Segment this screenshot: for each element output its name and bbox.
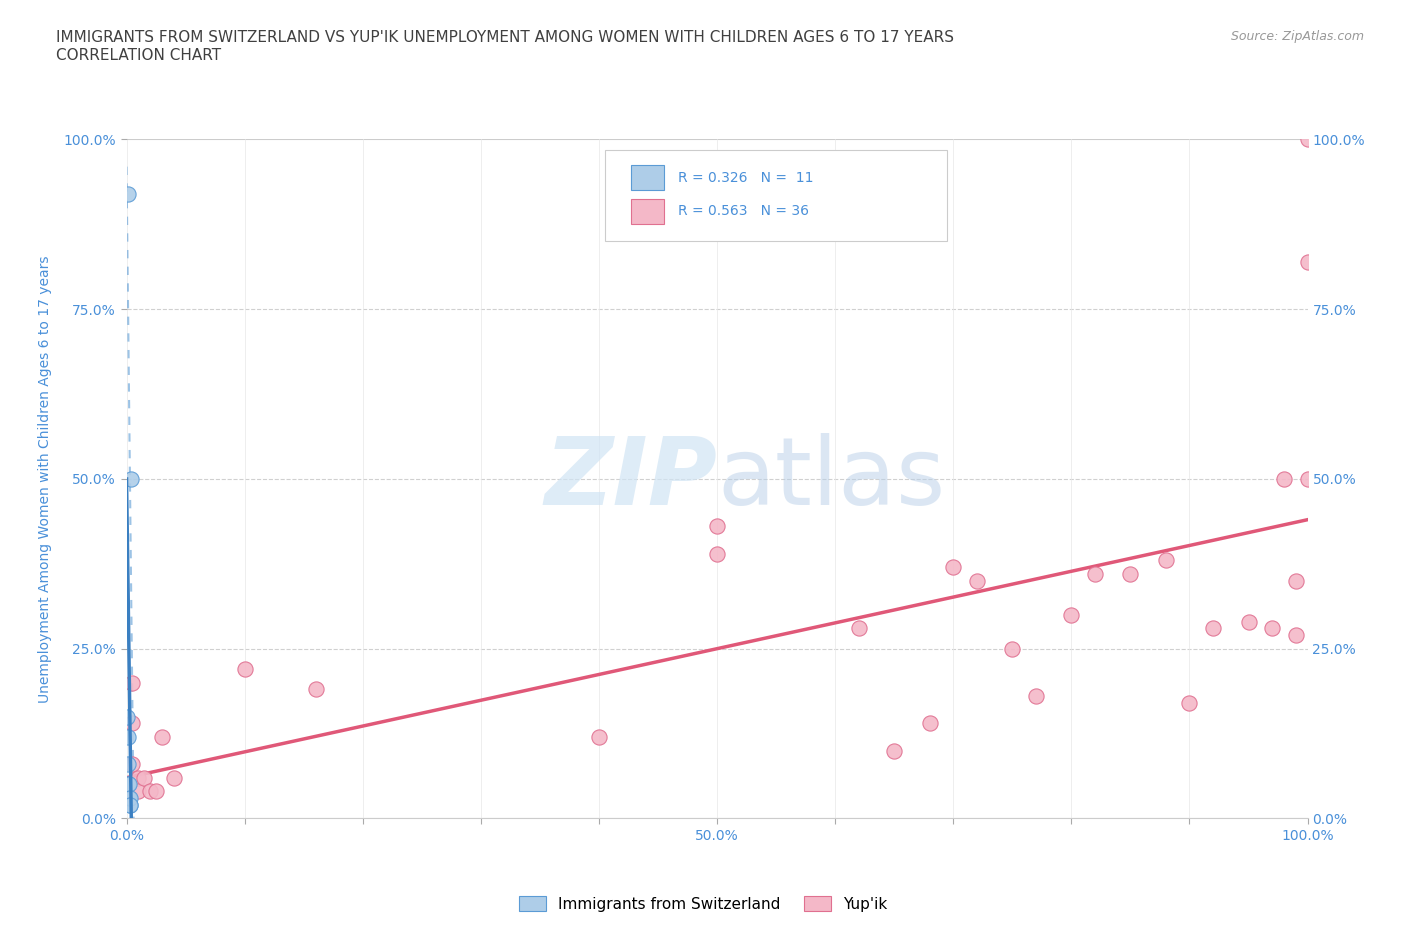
Point xyxy=(115,710,138,724)
Point xyxy=(304,682,326,697)
Point xyxy=(145,784,167,799)
Point xyxy=(588,729,610,744)
Point xyxy=(918,716,941,731)
Point xyxy=(1285,628,1308,643)
Text: atlas: atlas xyxy=(717,433,945,525)
Point xyxy=(118,790,141,805)
Point xyxy=(1285,573,1308,589)
Legend: Immigrants from Switzerland, Yup'ik: Immigrants from Switzerland, Yup'ik xyxy=(512,889,894,918)
Point xyxy=(1060,607,1083,622)
Point xyxy=(1296,254,1319,269)
Point xyxy=(1178,696,1201,711)
Point xyxy=(706,546,728,561)
Point xyxy=(233,661,256,676)
Point xyxy=(121,716,143,731)
Point xyxy=(706,519,728,534)
Point xyxy=(1202,621,1225,636)
Point xyxy=(120,797,142,812)
Point xyxy=(1237,614,1260,629)
Point xyxy=(150,729,173,744)
Y-axis label: Unemployment Among Women with Children Ages 6 to 17 years: Unemployment Among Women with Children A… xyxy=(38,255,52,703)
Point xyxy=(117,729,139,744)
Point xyxy=(127,784,149,799)
Point xyxy=(1025,689,1047,704)
Point xyxy=(121,675,143,690)
Point xyxy=(1296,472,1319,486)
Point xyxy=(120,472,142,486)
Text: ZIP: ZIP xyxy=(544,433,717,525)
Point xyxy=(1154,553,1177,568)
Text: R = 0.563   N = 36: R = 0.563 N = 36 xyxy=(678,205,808,219)
Point xyxy=(848,621,870,636)
Point xyxy=(966,573,988,589)
Point xyxy=(117,757,139,772)
Point xyxy=(1084,566,1107,581)
Point xyxy=(120,790,142,805)
Point xyxy=(134,770,156,785)
FancyBboxPatch shape xyxy=(631,199,664,224)
Point xyxy=(1261,621,1284,636)
Point xyxy=(163,770,186,785)
Text: CORRELATION CHART: CORRELATION CHART xyxy=(56,48,221,63)
Text: IMMIGRANTS FROM SWITZERLAND VS YUP'IK UNEMPLOYMENT AMONG WOMEN WITH CHILDREN AGE: IMMIGRANTS FROM SWITZERLAND VS YUP'IK UN… xyxy=(56,30,955,45)
FancyBboxPatch shape xyxy=(631,166,664,190)
Point xyxy=(118,777,141,792)
Point xyxy=(117,777,139,792)
FancyBboxPatch shape xyxy=(605,150,948,242)
Point xyxy=(1272,472,1295,486)
Point xyxy=(121,757,143,772)
Point xyxy=(139,784,162,799)
Point xyxy=(1001,642,1024,657)
Point xyxy=(120,797,142,812)
Point xyxy=(942,560,965,575)
Point xyxy=(127,770,149,785)
Point xyxy=(1296,132,1319,147)
Text: R = 0.326   N =  11: R = 0.326 N = 11 xyxy=(678,170,814,184)
Point xyxy=(117,186,139,201)
Text: Source: ZipAtlas.com: Source: ZipAtlas.com xyxy=(1230,30,1364,43)
Point xyxy=(1119,566,1142,581)
Point xyxy=(883,743,905,758)
